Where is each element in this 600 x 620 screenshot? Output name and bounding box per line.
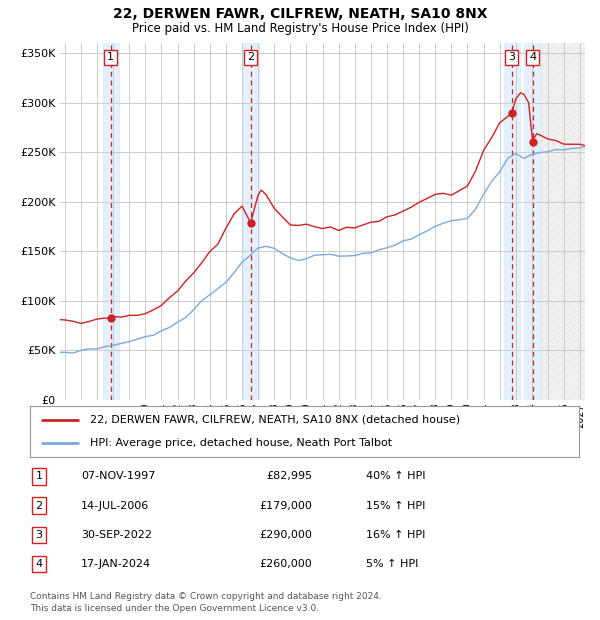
Text: 5% ↑ HPI: 5% ↑ HPI bbox=[366, 559, 418, 569]
Text: This data is licensed under the Open Government Licence v3.0.: This data is licensed under the Open Gov… bbox=[30, 604, 319, 613]
Text: £290,000: £290,000 bbox=[259, 529, 312, 540]
Text: 2: 2 bbox=[35, 500, 43, 511]
Text: 3: 3 bbox=[508, 52, 515, 63]
Bar bbox=[242, 43, 259, 400]
Text: 30-SEP-2022: 30-SEP-2022 bbox=[81, 529, 152, 540]
Bar bbox=[103, 43, 119, 400]
Bar bbox=[540, 43, 585, 400]
Text: 07-NOV-1997: 07-NOV-1997 bbox=[81, 471, 155, 482]
Text: 22, DERWEN FAWR, CILFREW, NEATH, SA10 8NX: 22, DERWEN FAWR, CILFREW, NEATH, SA10 8N… bbox=[113, 7, 487, 22]
Text: 22, DERWEN FAWR, CILFREW, NEATH, SA10 8NX (detached house): 22, DERWEN FAWR, CILFREW, NEATH, SA10 8N… bbox=[91, 415, 461, 425]
Text: Contains HM Land Registry data © Crown copyright and database right 2024.: Contains HM Land Registry data © Crown c… bbox=[30, 592, 382, 601]
Text: 1: 1 bbox=[35, 471, 43, 482]
Text: £82,995: £82,995 bbox=[266, 471, 312, 482]
Text: 3: 3 bbox=[35, 529, 43, 540]
Text: HPI: Average price, detached house, Neath Port Talbot: HPI: Average price, detached house, Neat… bbox=[91, 438, 392, 448]
Text: 40% ↑ HPI: 40% ↑ HPI bbox=[366, 471, 425, 482]
Text: 2: 2 bbox=[247, 52, 254, 63]
Text: 4: 4 bbox=[35, 559, 43, 569]
Text: Price paid vs. HM Land Registry's House Price Index (HPI): Price paid vs. HM Land Registry's House … bbox=[131, 22, 469, 35]
Text: 17-JAN-2024: 17-JAN-2024 bbox=[81, 559, 151, 569]
Text: £179,000: £179,000 bbox=[259, 500, 312, 511]
Text: 15% ↑ HPI: 15% ↑ HPI bbox=[366, 500, 425, 511]
Bar bbox=[503, 43, 520, 400]
Text: £260,000: £260,000 bbox=[259, 559, 312, 569]
Text: 16% ↑ HPI: 16% ↑ HPI bbox=[366, 529, 425, 540]
Text: 1: 1 bbox=[107, 52, 114, 63]
Text: 14-JUL-2006: 14-JUL-2006 bbox=[81, 500, 149, 511]
Bar bbox=[524, 43, 541, 400]
Text: 4: 4 bbox=[529, 52, 536, 63]
